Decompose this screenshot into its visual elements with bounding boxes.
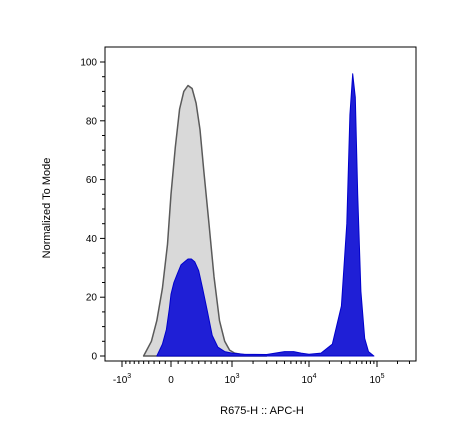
x-tick-label: 0 [168,375,174,386]
histogram-series-2 [156,73,375,357]
x-tick-label: -103 [113,373,131,386]
x-axis-title: R675-H :: APC-H [220,405,304,417]
x-tick-label: 103 [224,373,239,386]
y-tick-label: 20 [86,293,98,304]
plot-frame [104,46,417,362]
x-tick-label: 105 [369,373,384,386]
y-tick-label: 60 [86,175,98,186]
y-tick-label: 80 [86,116,98,127]
y-tick-label: 100 [80,58,97,69]
y-axis-title: Normalized To Mode [41,158,53,259]
y-tick-label: 0 [91,352,97,363]
x-tick-label: 104 [301,373,316,386]
y-tick-label: 40 [86,234,98,245]
